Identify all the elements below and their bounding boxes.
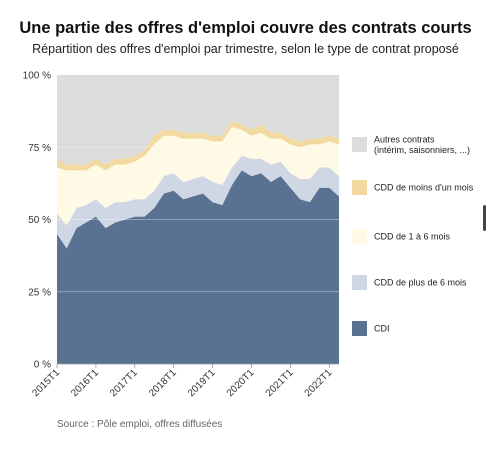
legend-label-cdi: CDI: [374, 324, 390, 334]
x-tick-label: 2021T1: [264, 367, 296, 399]
y-tick-label: 100 %: [23, 71, 51, 82]
scrollbar-thumb[interactable]: [483, 205, 486, 231]
chart-title: Une partie des offres d'emploi couvre de…: [19, 19, 472, 37]
legend-label-cdd_moins1: CDD de moins d'un mois: [374, 183, 474, 193]
area-layers: [57, 75, 339, 364]
chart-subtitle: Répartition des offres d'emploi par trim…: [32, 42, 459, 56]
x-tick-label: 2017T1: [108, 367, 140, 399]
area-autres: [57, 75, 339, 165]
legend: Autres contrats (intérim, saisonniers, ..…: [352, 135, 474, 336]
x-tick-label: 2020T1: [225, 367, 257, 399]
legend-swatch-cdd_plus6: [352, 275, 367, 290]
gridlines: [57, 146, 339, 365]
legend-swatch-cdd_moins1: [352, 180, 367, 195]
legend-swatch-autres: [352, 137, 367, 152]
area-cdd_plus6: [57, 155, 339, 249]
y-tick-label: 50 %: [28, 215, 51, 226]
legend-swatch-cdi: [352, 321, 367, 336]
x-axis-ticks: 2015T1 2016T1 2017T1 2018T1 2019T1 2020T1 2021…: [30, 364, 335, 399]
area-cdd_moins1: [57, 121, 339, 171]
legend-label-cdd_plus6: CDD de plus de 6 mois: [374, 278, 467, 288]
legend-label-autres: Autres contrats (intérim, saisonniers, ..…: [374, 135, 470, 156]
x-tick-label: 2015T1: [30, 367, 62, 399]
x-tick-label: 2022T1: [303, 367, 335, 399]
source-note: Source : Pôle emploi, offres diffusées: [57, 419, 223, 430]
y-tick-label: 0 %: [34, 360, 51, 371]
legend-swatch-cdd_1a6: [352, 229, 367, 244]
y-tick-label: 25 %: [28, 287, 51, 298]
x-tick-label: 2019T1: [186, 367, 218, 399]
y-tick-label: 75 %: [28, 143, 51, 154]
x-tick-label: 2018T1: [147, 367, 179, 399]
y-axis-ticks: 0 % 25 % 50 % 75 % 100 %: [23, 71, 51, 371]
x-tick-label: 2016T1: [69, 367, 101, 399]
area-cdi: [57, 170, 339, 364]
area-cdd_1a6: [57, 127, 339, 226]
legend-label-cdd_1a6: CDD de 1 à 6 mois: [374, 232, 451, 242]
